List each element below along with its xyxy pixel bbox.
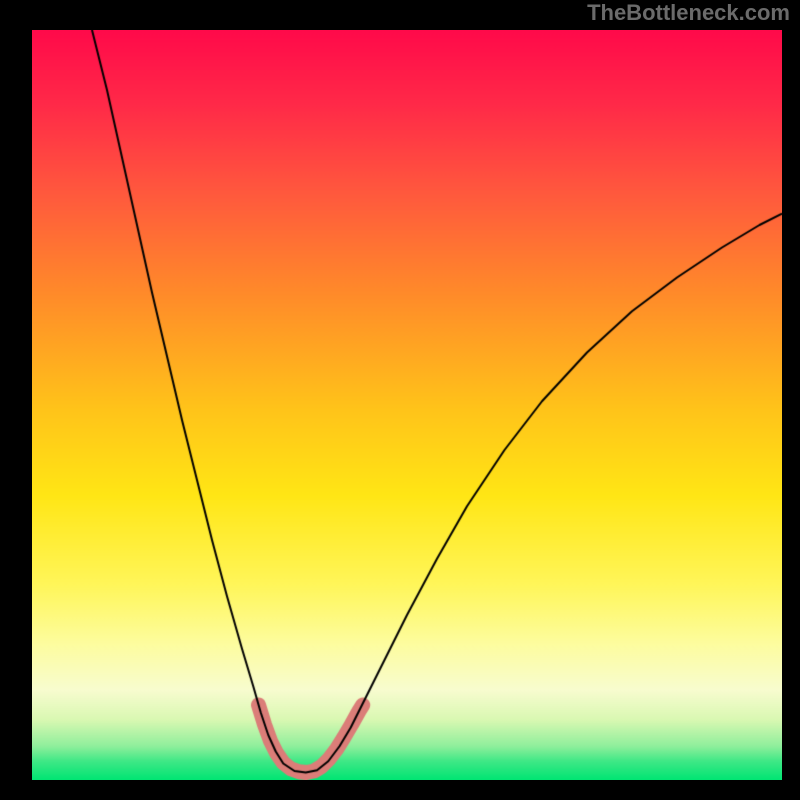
bottleneck-curve-chart (32, 30, 782, 780)
plot-frame (32, 30, 782, 780)
chart-stage: TheBottleneck.com (0, 0, 800, 800)
watermark-text: TheBottleneck.com (587, 0, 790, 26)
